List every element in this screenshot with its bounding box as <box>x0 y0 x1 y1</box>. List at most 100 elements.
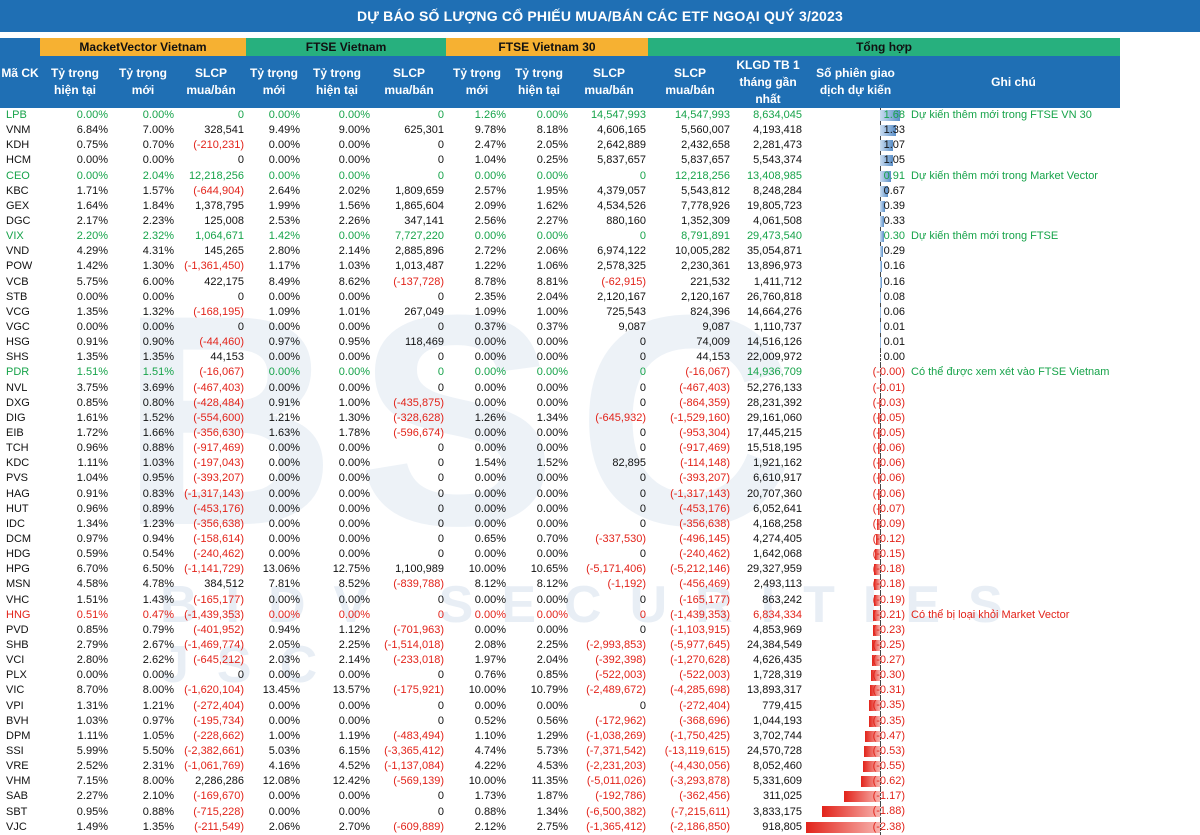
value-cell: 1,809,659 <box>372 184 446 199</box>
value-cell: 0.00% <box>508 426 570 441</box>
note-cell <box>907 714 1120 729</box>
value-cell: 0.00% <box>40 668 110 683</box>
value-cell: 2.14% <box>302 244 372 259</box>
value-cell: 1.09% <box>246 305 302 320</box>
value-cell: 9.49% <box>246 123 302 138</box>
value-cell: (-272,404) <box>176 698 246 713</box>
value-cell: 0.47% <box>110 608 176 623</box>
note-cell <box>907 441 1120 456</box>
value-cell: 0.00% <box>508 381 570 396</box>
value-cell: 13.57% <box>302 683 372 698</box>
value-cell: 0.00% <box>446 396 508 411</box>
note-cell <box>907 381 1120 396</box>
ticker-cell: CEO <box>0 169 40 184</box>
value-cell: 2.64% <box>246 184 302 199</box>
value-cell: 2.35% <box>446 290 508 305</box>
value-cell: (-645,212) <box>176 653 246 668</box>
ticker-cell: KDH <box>0 138 40 153</box>
header-klgd: KLGD TB 1 tháng gần nhất <box>732 56 804 108</box>
ticker-cell: PVD <box>0 623 40 638</box>
value-cell: 1.30% <box>302 411 372 426</box>
value-cell: 625,301 <box>372 123 446 138</box>
value-cell: 1.26% <box>446 411 508 426</box>
sessions-bar-cell: (-1.88) <box>804 804 907 819</box>
value-cell: 4,606,165 <box>570 123 648 138</box>
value-cell: 1,064,671 <box>176 229 246 244</box>
sessions-value: 0.16 <box>884 275 905 290</box>
value-cell: 7.00% <box>110 123 176 138</box>
value-cell: 0.54% <box>110 547 176 562</box>
value-cell: (-168,195) <box>176 305 246 320</box>
value-cell: 6,610,917 <box>732 471 804 486</box>
value-cell: 0.00% <box>302 320 372 335</box>
sessions-bar-cell: (-0.25) <box>804 638 907 653</box>
value-cell: (-1,317,143) <box>176 487 246 502</box>
sessions-bar-cell: (-0.55) <box>804 759 907 774</box>
sessions-bar-cell: (-0.62) <box>804 774 907 789</box>
value-cell: 2.32% <box>110 229 176 244</box>
value-cell: (-917,469) <box>176 441 246 456</box>
note-cell <box>907 244 1120 259</box>
value-cell: 0 <box>372 320 446 335</box>
value-cell: 0.00% <box>246 547 302 562</box>
note-cell <box>907 426 1120 441</box>
bar-axis <box>880 335 881 350</box>
value-cell: (-3,365,412) <box>372 744 446 759</box>
value-cell: 1.72% <box>40 426 110 441</box>
value-cell: (-2,489,672) <box>570 683 648 698</box>
value-cell: 0.88% <box>446 804 508 819</box>
sessions-value: (-0.55) <box>873 759 905 774</box>
value-cell: (-356,638) <box>176 517 246 532</box>
value-cell: (-701,963) <box>372 623 446 638</box>
value-cell: 0.00% <box>302 138 372 153</box>
value-cell: 0.00% <box>508 698 570 713</box>
sessions-value: 1.33 <box>884 123 905 138</box>
value-cell: 0 <box>570 365 648 380</box>
value-cell: 6.00% <box>110 275 176 290</box>
value-cell: 3,833,175 <box>732 804 804 819</box>
ticker-cell: VJC <box>0 820 40 835</box>
value-cell: 0.00% <box>110 320 176 335</box>
value-cell: 0.56% <box>508 714 570 729</box>
value-cell: 12.42% <box>302 774 372 789</box>
sessions-bar-cell: (-0.47) <box>804 729 907 744</box>
sessions-value: 0.01 <box>884 320 905 335</box>
value-cell: 0.00% <box>246 290 302 305</box>
value-cell: 8.12% <box>508 577 570 592</box>
sessions-value: 0.30 <box>884 229 905 244</box>
value-cell: 1.11% <box>40 729 110 744</box>
sessions-bar-cell: (-0.05) <box>804 426 907 441</box>
value-cell: 0 <box>372 698 446 713</box>
value-cell: (-1,317,143) <box>648 487 732 502</box>
value-cell: 8,052,460 <box>732 759 804 774</box>
sessions-bar-cell: 1.68 <box>804 108 907 123</box>
value-cell: 0.85% <box>40 396 110 411</box>
sessions-value: 0.06 <box>884 305 905 320</box>
value-cell: 1.95% <box>508 184 570 199</box>
note-cell <box>907 562 1120 577</box>
value-cell: 9.78% <box>446 123 508 138</box>
value-cell: 0.00% <box>508 229 570 244</box>
value-cell: 5,560,007 <box>648 123 732 138</box>
ticker-cell: IDC <box>0 517 40 532</box>
value-cell: 0.95% <box>302 335 372 350</box>
value-cell: 0.00% <box>40 108 110 123</box>
value-cell: 0.00% <box>246 350 302 365</box>
value-cell: 0.00% <box>508 471 570 486</box>
value-cell: 1.42% <box>246 229 302 244</box>
note-cell <box>907 335 1120 350</box>
ticker-cell: EIB <box>0 426 40 441</box>
value-cell: (-453,176) <box>648 502 732 517</box>
value-cell: 0.85% <box>508 668 570 683</box>
ticker-cell: GEX <box>0 199 40 214</box>
value-cell: 10,005,282 <box>648 244 732 259</box>
value-cell: (-7,371,542) <box>570 744 648 759</box>
